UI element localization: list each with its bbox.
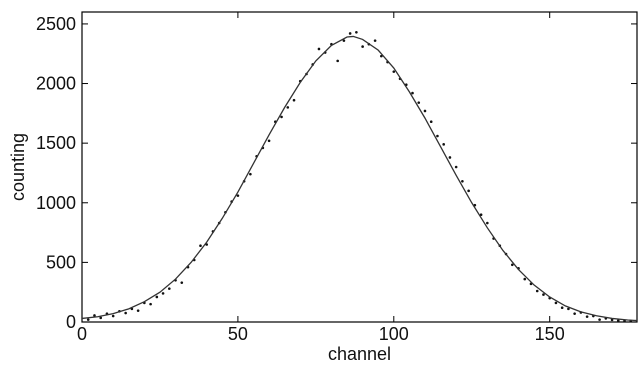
data-point [342,39,346,42]
data-point [236,194,240,197]
data-point [429,120,433,123]
data-point [436,134,439,138]
data-point [560,306,564,309]
data-point [124,311,127,315]
data-point [361,45,364,48]
data-point [292,98,296,102]
data-point [442,143,445,146]
data-point [280,115,283,119]
x-tick-label: 100 [379,324,409,344]
data-point [448,156,452,159]
data-point [535,289,539,293]
data-point [355,30,358,34]
y-tick-label: 1500 [36,133,76,153]
x-tick-label: 0 [77,324,87,344]
fit-curve-line [81,35,638,322]
data-point [168,287,171,290]
data-point [542,293,545,296]
data-point [111,314,115,318]
data-point [93,314,96,317]
data-point [486,221,489,225]
data-point [454,165,458,169]
data-point [554,301,558,305]
data-point [510,263,514,267]
data-point [317,47,321,51]
y-tick-label: 2500 [36,14,76,34]
data-point [392,70,396,73]
x-tick-label: 150 [535,324,565,344]
data-point [149,302,152,306]
data-point [249,172,252,176]
data-point [336,59,339,63]
data-point [267,139,271,143]
data-point [467,189,470,193]
data-point [573,312,576,315]
data-point [616,319,620,322]
data-point [567,307,570,311]
data-point [136,309,140,312]
data-point [423,109,427,113]
data-point [99,316,103,320]
y-tick-label: 1000 [36,193,76,213]
data-point [199,244,202,247]
x-axis-ticks: 0 50 100 150 [77,12,565,344]
data-point [380,54,383,58]
plot-area [81,11,638,323]
x-axis-title: channel [328,344,391,364]
data-point [585,315,589,318]
data-point [411,91,414,95]
data-point [417,101,421,104]
data-point [373,39,377,42]
data-point [610,318,614,322]
data-point [161,292,165,295]
data-point [180,281,184,284]
data-point [523,277,527,281]
y-tick-label: 500 [46,252,76,272]
data-point [598,318,601,321]
y-tick-label: 0 [66,312,76,332]
data-point [286,106,290,109]
data-point [86,318,90,321]
y-tick-label: 2000 [36,74,76,94]
data-point [479,213,483,216]
data-point [155,295,159,299]
y-axis-ticks: 0 500 1000 1500 2000 2500 [36,14,637,332]
y-axis-title: counting [8,133,28,201]
x-tick-label: 50 [228,324,248,344]
data-point [461,180,464,183]
data-point [348,32,352,35]
